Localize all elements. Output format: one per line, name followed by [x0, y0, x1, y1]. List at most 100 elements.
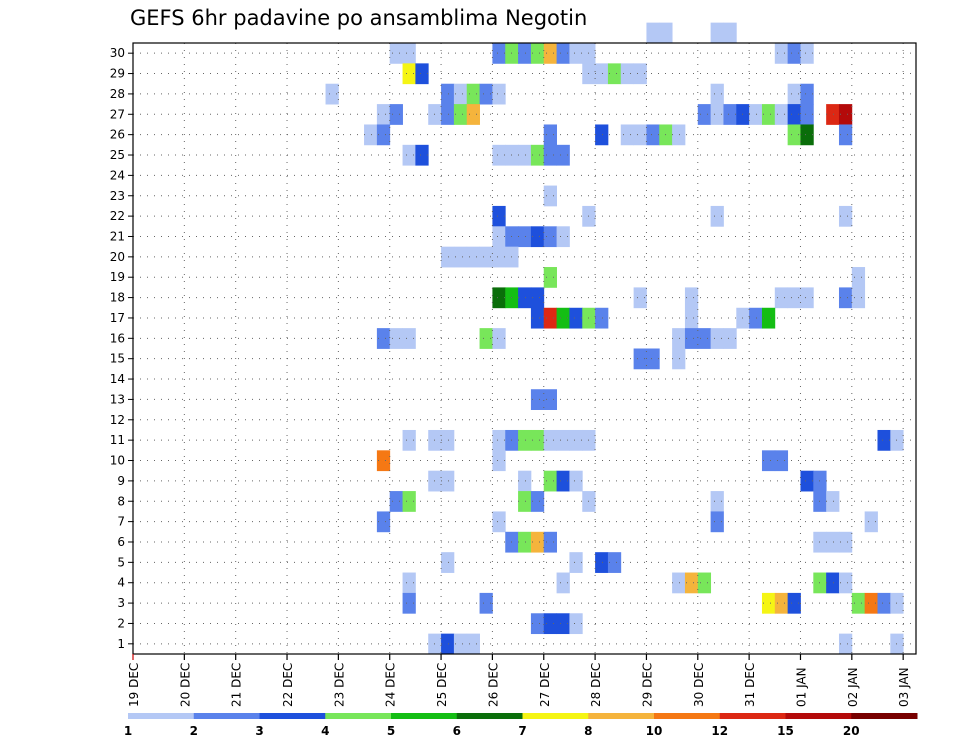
y-tick-label: 18	[110, 291, 125, 305]
legend-label: 8	[584, 724, 592, 738]
y-axis-ticks: 1234567891011121314151617181920212223242…	[110, 46, 133, 651]
precip-cell	[800, 470, 814, 492]
precip-cell	[479, 246, 493, 268]
y-tick-label: 5	[117, 555, 125, 569]
precip-cell	[595, 552, 609, 573]
x-tick-label: 26 DEC	[486, 663, 500, 707]
x-tick-label: 31 DEC	[743, 663, 757, 707]
y-tick-label: 29	[110, 67, 125, 81]
precip-cell	[453, 104, 468, 125]
precip-cell	[479, 328, 493, 349]
y-tick-label: 8	[117, 494, 125, 508]
precip-cell	[441, 470, 455, 492]
precip-cell	[518, 429, 532, 451]
precip-cell	[492, 226, 506, 248]
y-tick-label: 10	[110, 454, 125, 468]
precip-cell	[441, 633, 455, 655]
x-tick-label: 25 DEC	[435, 663, 449, 707]
precip-cell	[838, 531, 853, 553]
x-tick-label: 22 DEC	[281, 663, 295, 707]
y-tick-label: 3	[117, 596, 125, 610]
y-tick-label: 27	[110, 107, 125, 121]
precip-cell	[492, 511, 506, 533]
precip-cell	[389, 43, 403, 64]
y-tick-label: 6	[117, 535, 125, 549]
legend-label: 5	[387, 724, 395, 738]
precip-cell	[774, 104, 789, 125]
legend-swatch	[654, 713, 721, 719]
precip-cell	[646, 124, 660, 146]
legend-label: 10	[646, 724, 663, 738]
precip-cell	[633, 287, 647, 309]
precip-cell	[851, 592, 866, 614]
precip-cell	[569, 470, 583, 492]
precip-cell	[646, 348, 660, 370]
y-tick-label: 21	[110, 229, 125, 243]
y-tick-label: 13	[110, 392, 125, 406]
precip-cell	[723, 104, 737, 125]
plot-frame	[132, 42, 917, 655]
precip-cell	[441, 104, 455, 125]
legend-swatch	[128, 713, 195, 719]
precip-cell	[787, 83, 801, 105]
precip-cell	[530, 429, 545, 451]
x-tick-label: 27 DEC	[538, 663, 552, 707]
precip-cell	[556, 429, 570, 451]
precip-cell	[569, 429, 583, 451]
precip-cell	[761, 307, 776, 329]
y-tick-label: 30	[110, 46, 125, 60]
precip-cell	[518, 226, 532, 248]
precip-cell	[774, 450, 789, 472]
y-tick-label: 12	[110, 413, 125, 427]
y-tick-label: 25	[110, 148, 125, 162]
precip-cell	[620, 63, 635, 85]
precip-cell	[376, 450, 391, 472]
precip-cell	[556, 470, 570, 492]
precip-cell	[376, 104, 391, 125]
legend-label: 20	[843, 724, 860, 738]
precip-cell	[530, 491, 545, 512]
precip-cell	[518, 43, 532, 64]
precip-cell	[492, 246, 506, 268]
precip-cell	[749, 104, 763, 125]
y-tick-label: 7	[117, 515, 125, 529]
chart-title: GEFS 6hr padavine po ansamblima Negotin	[130, 6, 587, 30]
precip-cell	[826, 531, 840, 553]
y-tick-label: 17	[110, 311, 125, 325]
legend-label: 7	[518, 724, 526, 738]
precip-cell	[864, 592, 878, 614]
precip-cell	[492, 450, 506, 472]
precip-cell	[543, 389, 557, 410]
precip-cell	[607, 63, 622, 85]
precip-cell	[441, 83, 455, 105]
precip-cell	[518, 491, 532, 512]
precip-cell	[633, 124, 647, 146]
precip-cell	[723, 328, 737, 349]
precip-cell	[697, 572, 712, 594]
precip-cell	[761, 104, 776, 125]
precip-cell	[774, 43, 789, 64]
precip-cell	[851, 267, 866, 288]
precip-cell	[569, 43, 583, 64]
precip-cell	[595, 307, 609, 329]
precip-cell	[492, 287, 506, 309]
x-tick-label: 29 DEC	[640, 663, 654, 707]
precip-cell	[389, 328, 403, 349]
precip-cell	[787, 43, 801, 64]
precip-cell	[800, 83, 814, 105]
precip-cell	[492, 429, 506, 451]
precip-cell	[710, 328, 724, 349]
precip-cell	[543, 267, 557, 288]
y-tick-label: 9	[117, 474, 125, 488]
precip-cell	[761, 450, 776, 472]
precip-cell	[543, 124, 557, 146]
precip-cell	[325, 83, 339, 105]
precip-cell	[402, 572, 416, 594]
precip-cell	[749, 307, 763, 329]
y-tick-label: 26	[110, 128, 125, 142]
precip-cell	[826, 491, 840, 512]
precip-cell	[774, 592, 789, 614]
precip-cell	[569, 552, 583, 573]
precip-cell	[556, 226, 570, 248]
precip-cell	[684, 287, 699, 309]
